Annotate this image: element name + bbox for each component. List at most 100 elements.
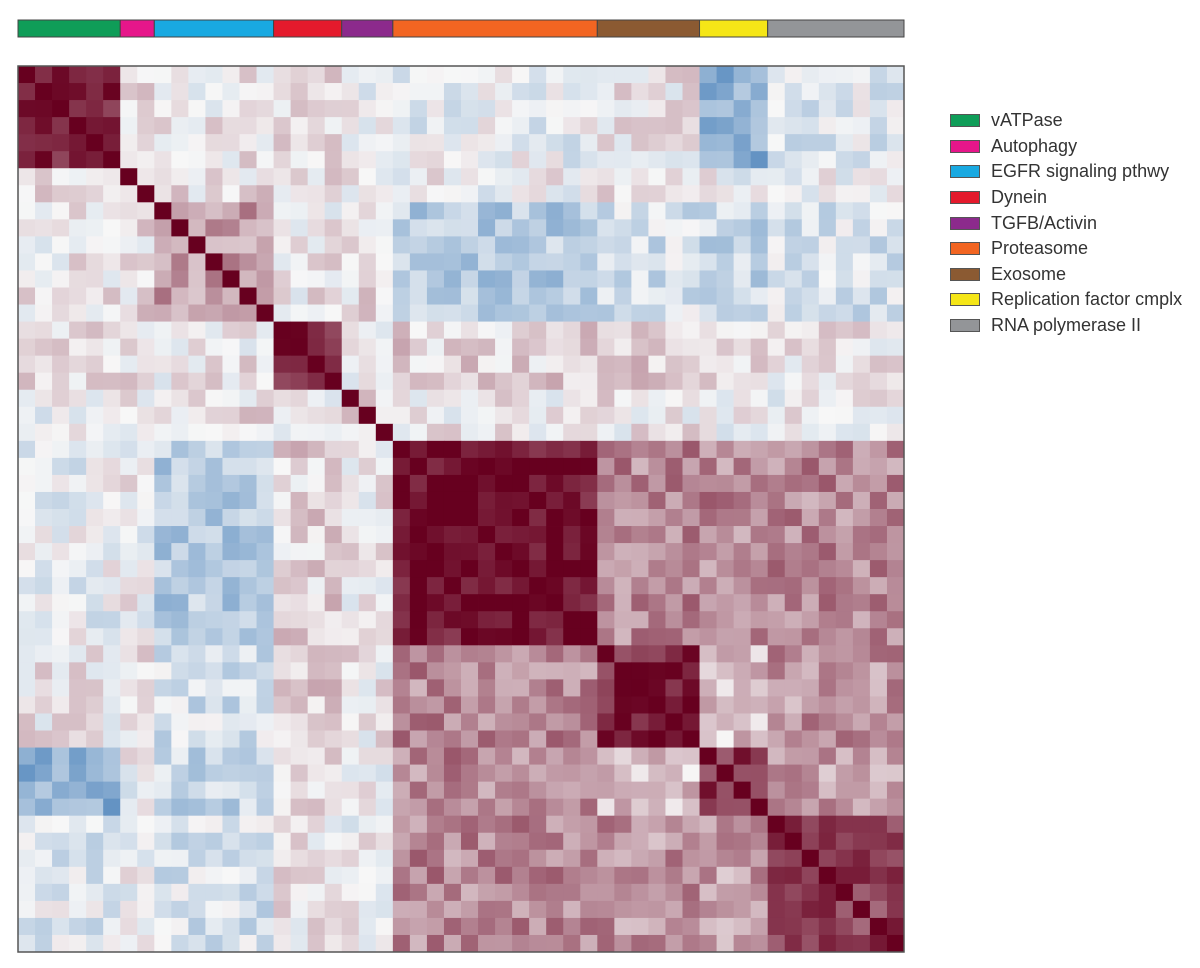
heatmap-cell: [171, 577, 189, 595]
heatmap-cell: [495, 815, 513, 834]
heatmap-cell: [324, 849, 343, 868]
heatmap-cell: [767, 219, 786, 237]
heatmap-cell: [529, 389, 547, 408]
heatmap-cell: [222, 457, 240, 476]
heatmap-cell: [648, 645, 666, 663]
heatmap-cell: [478, 440, 496, 459]
heatmap-cell: [733, 662, 752, 680]
heatmap-cell: [767, 491, 786, 510]
heatmap-cell: [665, 594, 683, 612]
heatmap-cell: [239, 713, 257, 731]
heatmap-cell: [614, 151, 632, 169]
heatmap-cell: [495, 866, 513, 885]
heatmap-cell: [35, 457, 53, 476]
heatmap-cell: [631, 440, 649, 459]
heatmap-cell: [171, 134, 189, 152]
heatmap-cell: [529, 219, 547, 237]
heatmap-cell: [154, 389, 172, 408]
heatmap-cell: [35, 577, 53, 595]
heatmap-cell: [188, 321, 206, 340]
heatmap-cell: [120, 185, 138, 203]
heatmap-cell: [784, 202, 803, 220]
heatmap-cell: [409, 491, 428, 510]
heatmap-cell: [341, 457, 360, 476]
heatmap-cell: [103, 679, 121, 697]
heatmap-cell: [324, 253, 343, 271]
heatmap-cell: [631, 662, 649, 680]
heatmap-cell: [648, 509, 666, 527]
heatmap-cell: [154, 134, 172, 152]
heatmap-cell: [307, 645, 326, 663]
heatmap-cell: [120, 611, 138, 629]
heatmap-cell: [256, 338, 274, 357]
heatmap-cell: [35, 406, 53, 425]
heatmap-cell: [188, 934, 206, 953]
heatmap-cell: [188, 236, 206, 254]
heatmap-cell: [648, 526, 666, 544]
heatmap-cell: [682, 491, 700, 510]
heatmap-cell: [835, 219, 854, 237]
heatmap-cell: [205, 134, 223, 152]
heatmap-cell: [18, 611, 36, 629]
heatmap-cell: [52, 900, 70, 919]
heatmap-cell: [495, 662, 513, 680]
heatmap-cell: [750, 338, 769, 357]
heatmap-cell: [648, 338, 666, 357]
heatmap-cell: [307, 117, 326, 135]
heatmap-cell: [852, 815, 871, 834]
heatmap-cell: [563, 423, 581, 442]
heatmap-cell: [597, 560, 615, 578]
heatmap-cell: [461, 866, 479, 885]
heatmap-cell: [546, 628, 564, 646]
heatmap-cell: [648, 440, 666, 459]
heatmap-cell: [307, 849, 326, 868]
heatmap-cell: [546, 679, 564, 697]
heatmap-cell: [154, 185, 172, 203]
heatmap-cell: [103, 219, 121, 237]
heatmap-cell: [154, 83, 172, 101]
heatmap-cell: [699, 423, 717, 442]
heatmap-cell: [801, 509, 820, 527]
heatmap-cell: [614, 747, 632, 765]
heatmap-cell: [563, 679, 581, 697]
heatmap-cell: [784, 866, 803, 885]
heatmap-cell: [801, 66, 820, 84]
heatmap-cell: [409, 440, 428, 459]
heatmap-cell: [835, 662, 854, 680]
heatmap-cell: [512, 526, 530, 544]
heatmap-cell: [682, 730, 700, 748]
heatmap-cell: [495, 304, 513, 322]
heatmap-cell: [171, 321, 189, 340]
heatmap-cell: [631, 236, 649, 254]
heatmap-cell: [461, 526, 479, 544]
group-bar-segment: [17, 19, 121, 38]
heatmap-cell: [392, 134, 411, 152]
heatmap-cell: [665, 764, 683, 783]
heatmap-cell: [750, 611, 769, 629]
heatmap-cell: [699, 730, 717, 748]
heatmap-cell: [478, 713, 496, 731]
heatmap-cell: [426, 168, 445, 186]
heatmap-cell: [852, 406, 871, 425]
heatmap-cell: [614, 764, 632, 783]
heatmap-cell: [324, 219, 343, 237]
heatmap-cell: [886, 406, 905, 425]
heatmap-cell: [239, 185, 257, 203]
heatmap-cell: [665, 713, 683, 731]
heatmap-cell: [154, 100, 172, 118]
heatmap-cell: [35, 219, 53, 237]
heatmap-cell: [52, 287, 70, 305]
heatmap-cell: [239, 151, 257, 169]
heatmap-cell: [392, 151, 411, 169]
heatmap-cell: [324, 304, 343, 322]
heatmap-cell: [869, 372, 888, 391]
heatmap-cell: [324, 474, 343, 493]
heatmap-cell: [869, 66, 888, 84]
heatmap-cell: [631, 491, 649, 510]
heatmap-cell: [290, 577, 309, 595]
heatmap-cell: [409, 679, 428, 697]
heatmap-cell: [852, 491, 871, 510]
heatmap-cell: [665, 815, 683, 834]
heatmap-cell: [290, 287, 309, 305]
heatmap-cell: [290, 253, 309, 271]
